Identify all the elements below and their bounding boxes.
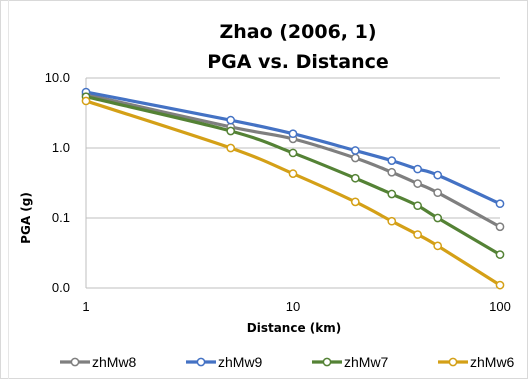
y-tick-label: 0.0 bbox=[52, 280, 70, 295]
data-point-zhMw7 bbox=[495, 250, 505, 259]
frame-border-left bbox=[0, 0, 1, 379]
gridlines bbox=[85, 77, 500, 289]
y-tick-label: 10.0 bbox=[45, 70, 70, 85]
data-point-zhMw6 bbox=[288, 169, 298, 179]
y-tick-labels: 10.0 1.0 0.1 0.0 bbox=[45, 70, 70, 295]
data-point-zhMw9 bbox=[413, 164, 422, 174]
y-tick-label: 1.0 bbox=[52, 140, 70, 155]
data-point-zhMw9 bbox=[226, 115, 236, 125]
data-point-zhMw8 bbox=[495, 222, 505, 232]
data-point-zhMw7 bbox=[387, 189, 397, 199]
data-point-zhMw7 bbox=[413, 201, 422, 211]
chart-title: Zhao (2006, 1) bbox=[219, 21, 376, 43]
data-point-zhMw6 bbox=[226, 143, 236, 153]
data-point-zhMw8 bbox=[413, 179, 422, 188]
legend-label-zhMw7: zhMw7 bbox=[344, 354, 389, 370]
series-line-zhMw7 bbox=[84, 95, 502, 257]
data-point-zhMw7 bbox=[288, 148, 298, 158]
x-tick-labels: 1 10 100 bbox=[82, 299, 510, 314]
legend-label-zhMw8: zhMw8 bbox=[92, 354, 137, 370]
legend-label-zhMw6: zhMw6 bbox=[470, 354, 515, 370]
data-point-zhMw7 bbox=[226, 126, 236, 136]
chart-subtitle: PGA vs. Distance bbox=[207, 51, 389, 73]
data-point-zhMw6 bbox=[350, 197, 360, 207]
series-line-zhMw6 bbox=[84, 99, 502, 287]
y-tick-label: 0.1 bbox=[52, 210, 70, 225]
data-point-zhMw9 bbox=[387, 156, 397, 165]
legend-marker-zhMw6 bbox=[448, 357, 458, 367]
data-point-zhMw9 bbox=[495, 199, 505, 209]
legend: zhMw8 zhMw9 zhMw7 zhMw6 bbox=[60, 354, 515, 370]
legend-marker-zhMw8 bbox=[70, 357, 80, 367]
data-point-zhMw6 bbox=[413, 230, 422, 239]
data-point-zhMw9 bbox=[350, 146, 360, 155]
data-point-zhMw8 bbox=[433, 188, 443, 198]
data-point-zhMw8 bbox=[350, 153, 360, 163]
data-point-zhMw8 bbox=[387, 167, 397, 177]
x-axis-label: Distance (km) bbox=[247, 321, 341, 335]
frame-border-top bbox=[0, 0, 528, 1]
y-axis-label: PGA (g) bbox=[19, 192, 33, 244]
x-tick-label: 10 bbox=[286, 299, 300, 314]
data-point-zhMw6 bbox=[81, 96, 91, 106]
data-point-zhMw9 bbox=[288, 129, 298, 139]
series-points bbox=[81, 87, 505, 290]
data-point-zhMw6 bbox=[495, 280, 505, 290]
data-point-zhMw9 bbox=[433, 170, 443, 180]
series-line-zhMw8 bbox=[84, 92, 502, 229]
data-point-zhMw7 bbox=[433, 213, 443, 223]
legend-marker-zhMw7 bbox=[322, 357, 332, 367]
frame-border-inner bbox=[8, 0, 9, 379]
x-tick-label: 100 bbox=[489, 299, 511, 314]
data-point-zhMw6 bbox=[387, 216, 397, 226]
x-tick-label: 1 bbox=[82, 299, 89, 314]
legend-marker-zhMw9 bbox=[196, 357, 206, 367]
data-point-zhMw7 bbox=[350, 173, 360, 183]
data-point-zhMw6 bbox=[433, 241, 443, 251]
legend-label-zhMw9: zhMw9 bbox=[218, 354, 263, 370]
